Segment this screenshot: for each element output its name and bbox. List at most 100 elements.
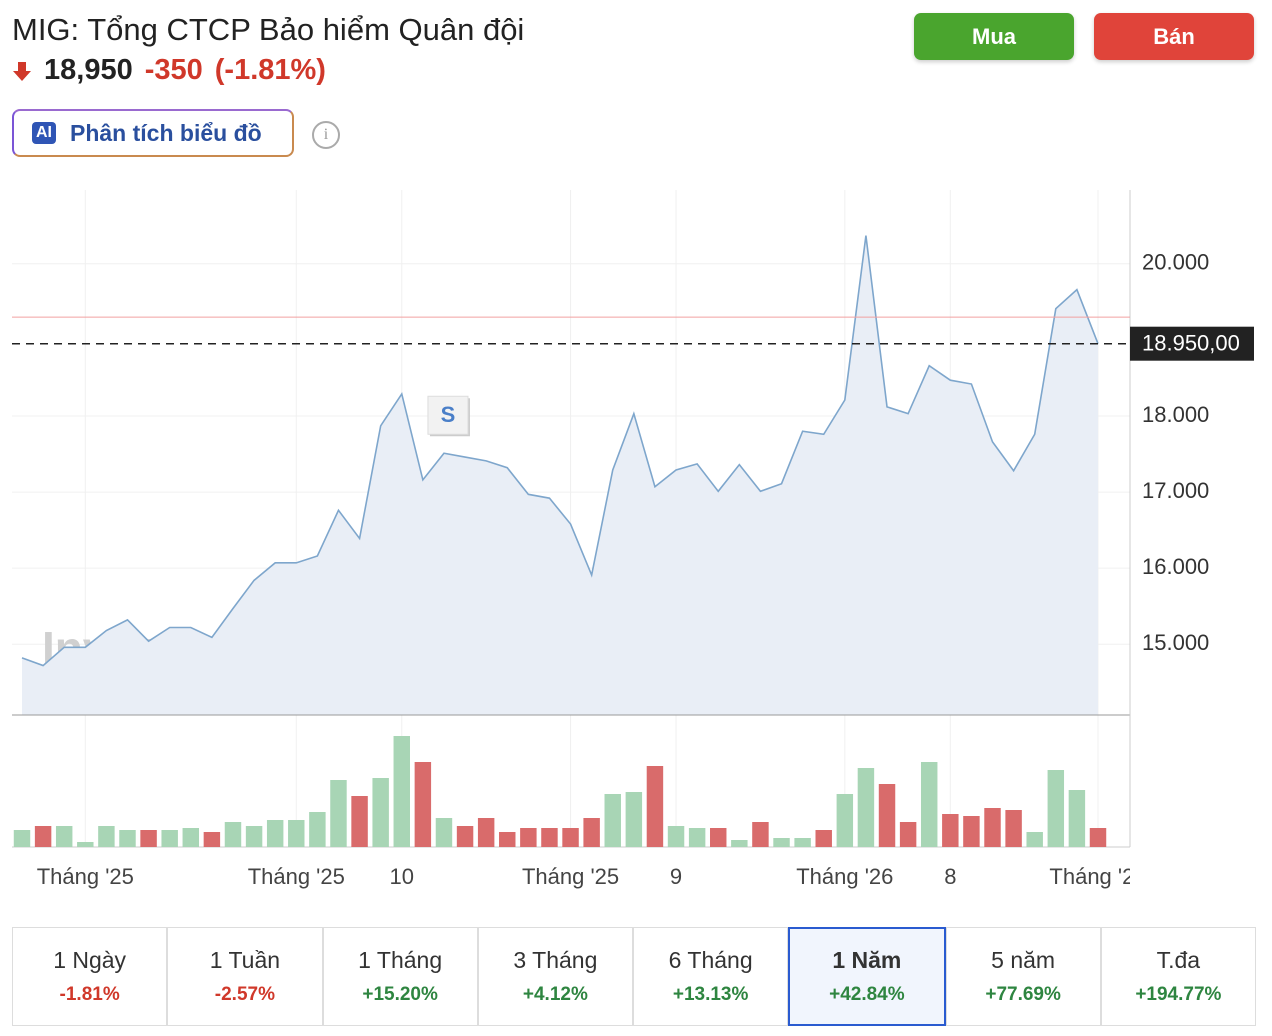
y-tick-label: 17.000 xyxy=(1142,478,1209,503)
volume-bar xyxy=(1026,832,1043,847)
price-line xyxy=(21,235,1099,667)
volume-bar xyxy=(710,828,727,847)
ai-badge: AI xyxy=(32,122,56,144)
period-tab[interactable]: 1 Năm +42.84% xyxy=(788,927,946,1026)
volume-bar xyxy=(330,780,347,847)
y-tick-label: 16.000 xyxy=(1142,554,1209,579)
volume-bar xyxy=(625,792,643,847)
info-icon[interactable]: i xyxy=(312,121,340,149)
y-tick-label: 15.000 xyxy=(1142,630,1209,655)
title: MIG: Tổng CTCP Bảo hiểm Quân đội xyxy=(12,12,525,47)
x-tick-label: Tháng '25 xyxy=(522,864,619,889)
last-price-label: 18.950,00 xyxy=(1142,331,1240,356)
marker-box xyxy=(427,395,469,435)
volume-bar xyxy=(477,818,495,847)
volume-bar xyxy=(393,736,410,847)
ai-label: Phân tích biểu đồ xyxy=(70,119,262,146)
volume-bar xyxy=(963,816,980,847)
tab-change: -1.81% xyxy=(59,984,120,1005)
volume-bar xyxy=(667,826,685,847)
volume-bar xyxy=(836,794,854,847)
watermark-main: Investing xyxy=(42,622,244,674)
tab-change: +42.84% xyxy=(829,984,905,1005)
volume-bar xyxy=(920,762,938,847)
tab-label: 1 Năm xyxy=(832,947,902,973)
volume-bar xyxy=(13,830,31,847)
volume-bar xyxy=(1089,828,1107,847)
volume-bar xyxy=(794,838,811,847)
volume-bar xyxy=(646,766,664,847)
volume-bar xyxy=(878,784,896,847)
volume-bar xyxy=(203,832,221,847)
x-tick-label: 8 xyxy=(944,864,956,889)
volume-bar xyxy=(604,794,621,847)
tab-label: 6 Tháng xyxy=(668,947,753,973)
tab-change: +15.20% xyxy=(362,984,438,1005)
volume-bar xyxy=(984,808,1001,847)
volume-bar xyxy=(541,828,558,847)
tab-change: +13.13% xyxy=(672,984,749,1005)
volume-bar xyxy=(372,778,389,847)
ai-button[interactable]: AI Phân tích biểu đồ xyxy=(12,109,294,157)
buy-button[interactable]: Mua xyxy=(914,13,1074,60)
volume-bar xyxy=(731,840,748,847)
tab-label: T.đa xyxy=(1156,947,1201,973)
volume-bar xyxy=(34,826,52,847)
period-tab[interactable]: 3 Tháng +4.12% xyxy=(477,927,633,1026)
volume-bar xyxy=(815,830,832,847)
tab-label: 5 năm xyxy=(991,947,1056,973)
change: -350 xyxy=(144,54,203,86)
tab-change: +4.12% xyxy=(522,984,588,1005)
price-row: 18,950 -350 (-1.81%) xyxy=(12,54,326,87)
y-tick-label: 20.000 xyxy=(1142,250,1209,275)
period-tab[interactable]: 1 Tuần -2.57% xyxy=(167,927,323,1026)
volume-bar xyxy=(857,768,875,847)
volume-bar xyxy=(942,814,959,847)
volume-bar xyxy=(266,820,284,847)
volume-bar xyxy=(583,818,600,847)
marker-label: S xyxy=(441,402,456,427)
tab-change: +77.69% xyxy=(985,984,1061,1005)
tab-label: 1 Ngày xyxy=(53,947,127,973)
sell-button[interactable]: Bán xyxy=(1094,13,1254,60)
volume-bar xyxy=(224,822,242,847)
period-tab[interactable]: 1 Ngày -1.81% xyxy=(12,927,168,1026)
volume-bar xyxy=(140,830,157,847)
change-pct: (-1.81%) xyxy=(214,54,326,86)
x-tick-label: Tháng '25 xyxy=(248,864,345,889)
watermark-suffix: .com xyxy=(244,634,309,667)
tab-change: +194.77% xyxy=(1135,984,1222,1005)
volume-bar xyxy=(98,826,115,847)
tab-label: 1 Tuần xyxy=(209,947,281,973)
tab-label: 3 Tháng xyxy=(513,947,598,973)
volume-bar xyxy=(562,828,579,847)
period-tab[interactable]: 5 năm +77.69% xyxy=(945,927,1101,1026)
marker-box xyxy=(429,398,470,437)
volume-bar xyxy=(309,812,326,847)
volume-bar xyxy=(499,832,516,847)
period-tabs: 1 Ngày -1.81% 1 Tuần -2.57% 1 Tháng +15.20% 3 … xyxy=(12,927,1256,1026)
volume-bar xyxy=(161,830,178,847)
volume-bar xyxy=(77,842,94,847)
period-tab[interactable]: 1 Tháng +15.20% xyxy=(322,927,478,1026)
last-price-box xyxy=(1130,326,1254,361)
x-tick-label: 10 xyxy=(390,864,414,889)
period-tab[interactable]: 6 Tháng +13.13% xyxy=(633,927,789,1026)
volume-bar xyxy=(414,762,432,847)
volume-bar xyxy=(752,822,769,847)
period-tab[interactable]: T.đa +194.77% xyxy=(1100,927,1256,1026)
tab-label: 1 Tháng xyxy=(358,947,443,973)
volume-bar xyxy=(288,820,305,847)
tab-change: -2.57% xyxy=(214,984,275,1005)
volume-bar xyxy=(773,838,790,847)
volume-bar xyxy=(899,822,917,847)
watermark: Investing.com xyxy=(42,622,309,674)
volume-bar xyxy=(182,828,200,847)
price: 18,950 xyxy=(44,54,133,86)
x-tick-label: 9 xyxy=(670,864,682,889)
y-tick-label: 18.000 xyxy=(1142,402,1209,427)
volume-bar xyxy=(435,818,453,847)
down-arrow xyxy=(13,61,31,81)
volume-bar xyxy=(351,796,368,847)
